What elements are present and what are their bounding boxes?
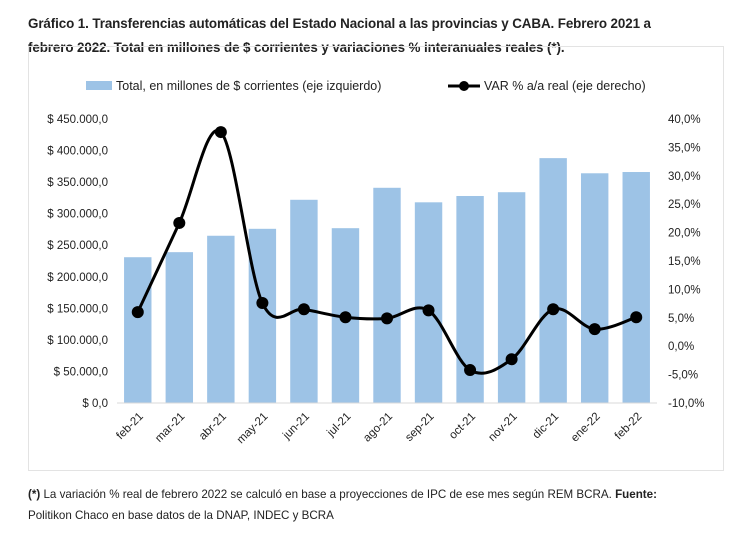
y-left-tick-label: $ 300.000,0 [47, 209, 108, 221]
var-point [131, 306, 144, 319]
y-left-tick-label: $ 100.000,0 [47, 335, 108, 347]
var-point [173, 216, 186, 229]
x-tick-label: nov-21 [486, 411, 519, 444]
source-label: Fuente: [615, 488, 657, 501]
legend-line-label: VAR % a/a real (eje derecho) [484, 79, 646, 93]
y-right-tick-label: 35,0% [668, 142, 701, 154]
bar [580, 173, 609, 403]
bar [622, 172, 650, 403]
x-tick-label: ago-21 [361, 411, 395, 445]
var-point [297, 303, 310, 316]
bar [414, 202, 443, 403]
var-point [588, 323, 601, 336]
y-right-tick-label: 5,0% [668, 313, 694, 325]
y-left-tick-label: $ 250.000,0 [47, 240, 108, 252]
var-point [464, 364, 477, 377]
bar [165, 252, 194, 403]
bar [539, 158, 567, 403]
bar [124, 257, 152, 403]
var-line [136, 128, 637, 375]
y-left-tick-label: $ 400.000,0 [47, 146, 108, 158]
y-right-tick-label: 30,0% [668, 171, 701, 183]
title-line-2: febrero 2022. Total en millones de $ cor… [28, 40, 565, 55]
y-left-tick-label: $ 50.000,0 [54, 366, 108, 378]
footnote: (*) La variación % real de febrero 2022 … [28, 484, 738, 526]
y-right-tick-label: -10,0% [668, 398, 704, 410]
bar [290, 199, 318, 403]
chart-title: Gráfico 1. Transferencias automáticas de… [28, 12, 728, 60]
legend-line-marker [459, 81, 469, 91]
y-left-tick-label: $ 150.000,0 [47, 303, 108, 315]
footnote-mark: (*) [28, 488, 41, 501]
y-left-tick-label: $ 200.000,0 [47, 272, 108, 284]
y-left-tick-label: $ 0,0 [82, 398, 108, 410]
x-tick-label: may-21 [235, 411, 271, 447]
y-left-tick-label: $ 350.000,0 [47, 177, 108, 189]
x-tick-label: abr-21 [197, 411, 229, 443]
var-point [505, 353, 518, 366]
x-tick-label: sep-21 [403, 411, 436, 444]
var-point [339, 311, 352, 324]
title-line-1: Gráfico 1. Transferencias automáticas de… [28, 16, 651, 31]
y-right-tick-label: 15,0% [668, 256, 701, 268]
y-right-tick-label: 10,0% [668, 284, 701, 296]
x-tick-label: jun-21 [280, 411, 312, 443]
x-tick-label: feb-22 [613, 411, 645, 443]
y-right-tick-label: 20,0% [668, 228, 701, 240]
y-right-tick-label: 0,0% [668, 341, 694, 353]
chart: Total, en millones de $ corrientes (eje … [47, 79, 704, 447]
chart-frame [28, 46, 724, 471]
x-tick-label: dic-21 [531, 411, 562, 442]
footnote-text: La variación % real de febrero 2022 se c… [40, 488, 616, 501]
var-point [214, 126, 227, 139]
x-tick-label: ene-22 [569, 411, 603, 445]
var-point [422, 304, 435, 317]
var-point [381, 312, 393, 325]
legend-bar-label: Total, en millones de $ corrientes (eje … [116, 79, 381, 93]
y-left-tick-label: $ 450.000,0 [47, 114, 108, 126]
x-tick-label: mar-21 [153, 411, 187, 445]
bar [497, 192, 526, 403]
var-point [256, 297, 269, 310]
x-tick-label: oct-21 [447, 411, 478, 442]
bar [373, 187, 401, 403]
y-right-tick-label: 25,0% [668, 199, 701, 211]
source-text: Politikon Chaco en base datos de la DNAP… [28, 509, 334, 522]
var-point [547, 303, 560, 316]
y-right-tick-label: 40,0% [668, 114, 701, 126]
x-tick-label: feb-21 [114, 411, 146, 443]
var-point [630, 311, 643, 324]
bar [207, 235, 235, 403]
legend-bar-swatch [86, 81, 112, 90]
y-right-tick-label: -5,0% [668, 370, 698, 382]
x-tick-label: jul-21 [324, 411, 353, 440]
